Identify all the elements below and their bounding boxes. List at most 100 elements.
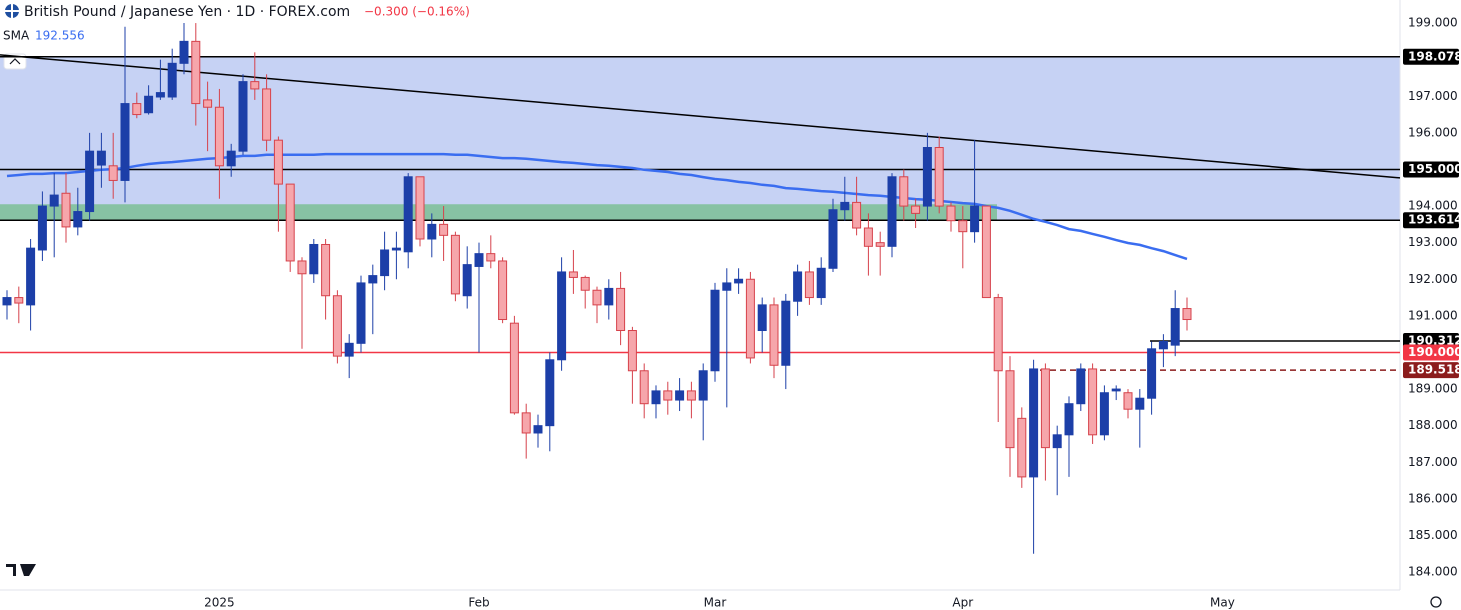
candle-body bbox=[486, 253, 496, 262]
candle-body bbox=[191, 40, 201, 105]
candle-body bbox=[651, 390, 661, 405]
candle-body bbox=[344, 342, 354, 357]
candle-body bbox=[592, 289, 602, 306]
candle-body bbox=[911, 205, 921, 214]
symbol-title[interactable]: British Pound / Japanese Yen · 1D · FORE… bbox=[24, 4, 350, 20]
candle-body bbox=[1064, 403, 1074, 436]
y-tick-label: 194.000 bbox=[1408, 199, 1458, 213]
level-tag bbox=[1403, 48, 1459, 65]
y-tick-label: 186.000 bbox=[1408, 491, 1458, 505]
level-tag-label: 190.000 bbox=[1408, 345, 1461, 359]
y-tick-label: 189.000 bbox=[1408, 382, 1458, 396]
level-tag-label: 190.312 bbox=[1408, 334, 1461, 348]
candle-body bbox=[332, 295, 342, 357]
settings-icon[interactable] bbox=[1430, 596, 1442, 608]
candle-body bbox=[155, 92, 165, 98]
candle-body bbox=[509, 322, 519, 414]
candle-body bbox=[368, 275, 378, 284]
candle-body bbox=[26, 247, 36, 306]
candle-body bbox=[203, 99, 213, 108]
candle-body bbox=[144, 95, 154, 114]
level-tag-label: 189.518 bbox=[1408, 363, 1461, 377]
y-tick-label: 191.000 bbox=[1408, 308, 1458, 322]
candle-body bbox=[1040, 368, 1050, 449]
candle-body bbox=[545, 359, 555, 427]
candle-body bbox=[875, 242, 885, 247]
candle-body bbox=[1088, 368, 1098, 436]
candle-body bbox=[970, 205, 980, 233]
x-tick-label: Mar bbox=[704, 596, 727, 610]
y-tick-label: 188.000 bbox=[1408, 418, 1458, 432]
candle-body bbox=[403, 176, 413, 253]
trendline bbox=[0, 54, 1401, 179]
level-tag-label: 195.000 bbox=[1408, 162, 1461, 176]
y-tick-label: 192.000 bbox=[1408, 272, 1458, 286]
candle-body bbox=[1123, 392, 1133, 410]
candle-body bbox=[1029, 368, 1039, 478]
y-tick-label: 193.000 bbox=[1408, 235, 1458, 249]
candle-body bbox=[934, 147, 944, 207]
candle-body bbox=[639, 370, 649, 405]
candle-body bbox=[238, 81, 248, 152]
candle-body bbox=[604, 287, 614, 306]
candle-body bbox=[663, 390, 673, 401]
candle-body bbox=[120, 103, 130, 181]
logo[interactable] bbox=[6, 564, 36, 576]
candle-body bbox=[722, 282, 732, 291]
y-tick-label: 197.000 bbox=[1408, 89, 1458, 103]
x-tick-label: May bbox=[1210, 596, 1235, 610]
candle-body bbox=[627, 330, 637, 372]
candle-body bbox=[415, 176, 425, 240]
candle-body bbox=[1017, 417, 1027, 478]
candle-body bbox=[96, 150, 106, 166]
candle-body bbox=[922, 147, 932, 207]
candle-body bbox=[1111, 388, 1121, 392]
candle-body bbox=[568, 271, 578, 278]
candle-body bbox=[793, 271, 803, 302]
candle-body bbox=[863, 227, 873, 247]
zone bbox=[0, 56, 1400, 221]
y-tick-label: 196.000 bbox=[1408, 125, 1458, 139]
indicator-value: 192.556 bbox=[35, 29, 85, 43]
candle-body bbox=[698, 370, 708, 401]
candle-body bbox=[769, 304, 779, 366]
collapse-button[interactable] bbox=[3, 53, 27, 70]
candle-body bbox=[37, 205, 47, 251]
candle-body bbox=[521, 412, 531, 434]
candle-body bbox=[1076, 368, 1086, 405]
x-tick-label: Feb bbox=[468, 596, 489, 610]
candle-body bbox=[580, 276, 590, 291]
candle-body bbox=[745, 278, 755, 359]
candle-body bbox=[450, 234, 460, 295]
candle-body bbox=[1135, 397, 1145, 410]
candle-body bbox=[533, 425, 543, 434]
candle-body bbox=[1170, 308, 1180, 346]
candle-body bbox=[439, 223, 449, 236]
level-tag bbox=[1403, 161, 1459, 178]
candle-body bbox=[2, 297, 12, 306]
candle-body bbox=[557, 271, 567, 361]
zone bbox=[0, 204, 997, 221]
y-tick-label: 199.000 bbox=[1408, 16, 1458, 30]
candle-body bbox=[226, 150, 236, 167]
candle-body bbox=[498, 260, 508, 321]
candle-body bbox=[840, 201, 850, 211]
candle-body bbox=[946, 205, 956, 222]
candle-body bbox=[391, 247, 401, 251]
x-tick-label: Apr bbox=[952, 596, 973, 610]
candle-body bbox=[828, 209, 838, 269]
indicator-name[interactable]: SMA bbox=[3, 29, 30, 43]
candle-body bbox=[686, 390, 696, 401]
background bbox=[0, 56, 1400, 221]
y-tick-label: 184.000 bbox=[1408, 565, 1458, 579]
candle-body bbox=[214, 106, 224, 167]
level-tag bbox=[1403, 344, 1459, 361]
candle-body bbox=[179, 40, 189, 64]
candle-body bbox=[108, 165, 118, 181]
candle-body bbox=[816, 267, 826, 299]
candle-body bbox=[1005, 370, 1015, 449]
candle-body bbox=[262, 88, 272, 141]
price-change: −0.300 (−0.16%) bbox=[364, 5, 470, 19]
candle-body bbox=[710, 289, 720, 372]
